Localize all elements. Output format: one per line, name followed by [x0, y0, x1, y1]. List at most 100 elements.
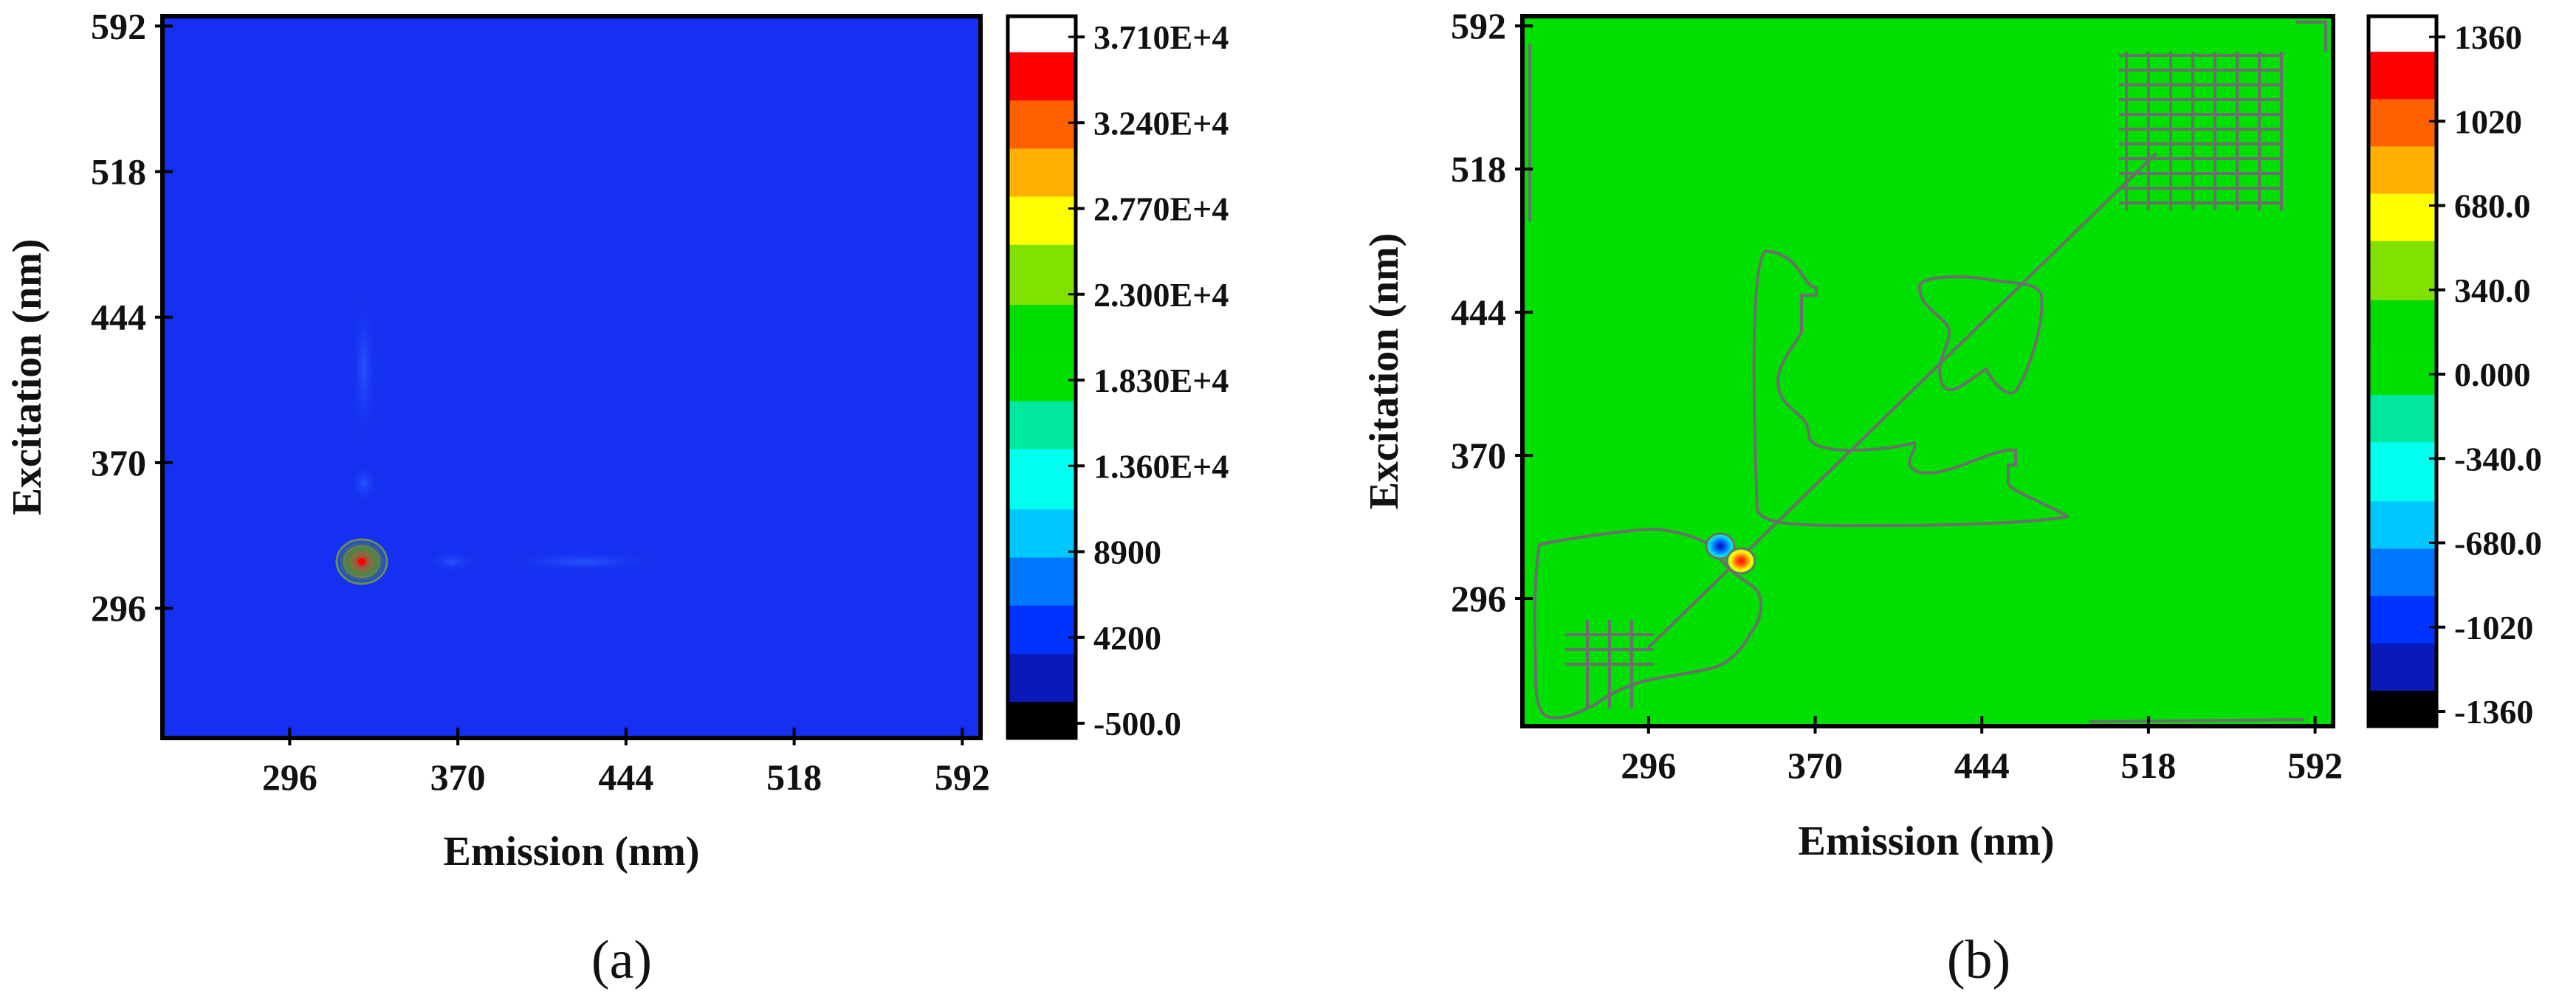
y-tick-label: 444 [91, 297, 146, 338]
colorbar-band [1008, 389, 1076, 402]
colorbar-band [2369, 28, 2436, 41]
colorbar-band [2369, 371, 2436, 385]
colorbar-band [1008, 401, 1076, 414]
x-tick-label: 592 [2287, 745, 2343, 786]
colorbar-band [2369, 276, 2436, 289]
colorbar-tick-label: -1020 [2454, 609, 2533, 646]
colorbar-band [1008, 100, 1076, 114]
peak-a [335, 538, 388, 585]
plot-area-a [160, 14, 983, 740]
colorbar-band [2369, 241, 2436, 254]
colorbar-b [2366, 14, 2439, 728]
colorbar-tick-label: -500.0 [1093, 705, 1181, 742]
colorbar-band [1008, 244, 1076, 258]
colorbar-tick-label: 0.000 [2454, 356, 2531, 393]
colorbar-band [1008, 473, 1076, 486]
y-tick-label: 296 [91, 587, 146, 629]
panel-label-b: (b) [1947, 930, 2010, 990]
colorbar-band [2369, 572, 2436, 585]
colorbar-band [1008, 605, 1076, 618]
colorbar-band [2369, 537, 2436, 550]
colorbar-band [2369, 87, 2436, 100]
contour-blob [1533, 528, 1763, 720]
colorbar-band [1008, 160, 1076, 173]
colorbar-band [1008, 28, 1076, 41]
colorbar-band [2369, 323, 2436, 337]
faint-band [426, 551, 478, 573]
colorbar-tick-label: 1020 [2454, 103, 2522, 140]
x-tick-label: 296 [262, 756, 317, 798]
colorbar-band [2369, 525, 2436, 538]
colorbar-band [1008, 328, 1076, 342]
colorbar-tick-label: 2.300E+4 [1093, 276, 1229, 314]
colorbar-tick-label: -680.0 [2454, 525, 2542, 562]
faint-features-a [349, 288, 668, 573]
colorbar-band [2369, 347, 2436, 360]
colorbar-band [2369, 158, 2436, 171]
peaks-b [1705, 532, 1756, 575]
colorbar-tick-label: 8900 [1093, 534, 1161, 571]
colorbar-band [1008, 714, 1076, 727]
colorbar-tick-label: 340.0 [2454, 272, 2531, 309]
colorbar-band [1008, 377, 1076, 390]
x-axis-label-b: Emission (nm) [1799, 818, 2055, 864]
colorbar-band [1008, 569, 1076, 583]
colorbar-band [1008, 509, 1076, 523]
colorbar-band [2369, 560, 2436, 573]
x-tick-label: 296 [1621, 745, 1676, 786]
colorbar-band [2369, 40, 2436, 53]
contour-edge [1528, 21, 2327, 723]
colorbar-band [1008, 257, 1076, 270]
colorbar-band [2369, 252, 2436, 266]
colorbar-band [2369, 359, 2436, 372]
colorbar-ticks-b: 1360 1020 680.0 340.0 0.000 -340.0 -680.0 -1020… [2429, 18, 2542, 731]
colorbar-band [2369, 134, 2436, 148]
colorbar-band [1008, 52, 1076, 66]
y-tick-label: 518 [1451, 148, 1506, 190]
colorbar-band [1008, 88, 1076, 102]
colorbar-band [2369, 430, 2436, 444]
colorbar-band [2369, 205, 2436, 218]
colorbar-band [1008, 666, 1076, 679]
colorbar-band [2369, 16, 2436, 30]
x-axis-label-a: Emission (nm) [444, 829, 700, 875]
colorbar-band [1008, 185, 1076, 198]
x-ticks-b: 296 370 444 518 592 [1621, 716, 2343, 786]
colorbar-band [2369, 264, 2436, 277]
colorbar-band [2369, 655, 2436, 668]
colorbar-ticks-a: 3.710E+4 3.240E+4 2.770E+4 2.300E+4 1.830E+4… [1068, 18, 1229, 742]
y-axis-label-b: Excitation (nm) [1361, 233, 1407, 510]
colorbar-band [2369, 52, 2436, 65]
colorbar-band [1008, 137, 1076, 150]
colorbar-band [1008, 641, 1076, 655]
x-ticks-a: 296 370 444 518 592 [262, 728, 990, 798]
colorbar-band [2369, 619, 2436, 632]
colorbar-band [2369, 596, 2436, 609]
colorbar-band [1008, 221, 1076, 234]
peak-contour [343, 545, 380, 578]
colorbar-band [1008, 593, 1076, 607]
colorbar-band [1008, 172, 1076, 186]
x-tick-label: 370 [1787, 745, 1843, 786]
colorbar-band [1008, 292, 1076, 306]
colorbar-band [1008, 208, 1076, 222]
colorbar-band [1008, 124, 1076, 137]
colorbar-band [1008, 497, 1076, 511]
colorbar-band [2369, 300, 2436, 313]
colorbar-band [1008, 461, 1076, 475]
peak-center [358, 558, 365, 565]
colorbar-tick-label: 1.360E+4 [1093, 447, 1229, 485]
colorbar-tick-label: 3.710E+4 [1093, 18, 1229, 56]
colorbar-band [2369, 513, 2436, 526]
y-tick-label: 296 [1451, 578, 1506, 619]
colorbar-band [1008, 353, 1076, 366]
colorbar-band [2369, 666, 2436, 680]
positive-peak [1725, 547, 1756, 575]
colorbar-band [2369, 489, 2436, 503]
colorbar-band [1008, 582, 1076, 595]
colorbar-band [2369, 311, 2436, 325]
colorbar-band [2369, 477, 2436, 491]
colorbar-band [2369, 678, 2436, 692]
panel-b: 296 370 444 518 592 296 370 444 518 592 Emission… [1361, 5, 2542, 990]
